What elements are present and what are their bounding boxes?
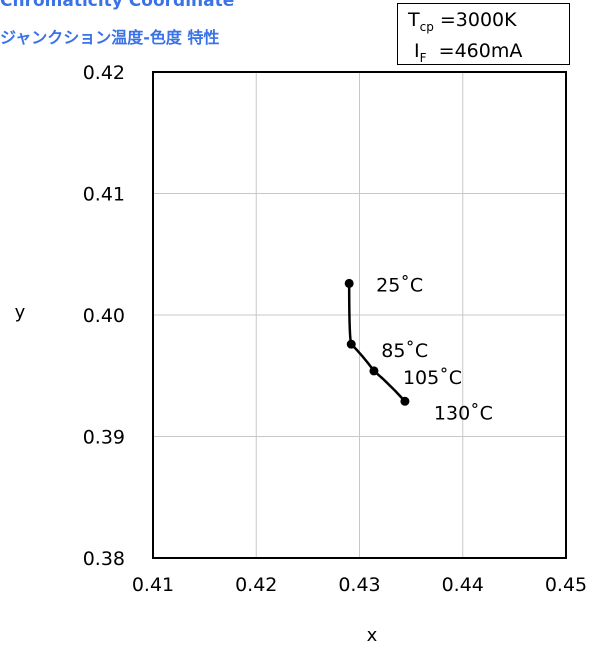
data-point [369,366,379,376]
chart-title: Chromaticity Coordinate [0,0,235,11]
x-tick-label: 0.44 [442,574,484,596]
if-value: =460mA [438,39,523,62]
grid-lines [153,72,566,558]
y-axis-label: y [15,302,26,323]
data-point [344,278,354,288]
tcp-value: =3000K [439,9,517,31]
tcp-condition: Tcp =3000K [408,8,569,39]
x-axis-ticks: 0.41 0.42 0.43 0.44 0.45 [132,574,587,596]
plot-area [152,71,567,559]
chart-subtitle: ジャンクション温度-色度 特性 [0,28,220,47]
x-tick-label: 0.42 [235,574,277,596]
point-label: 130˚C [434,402,493,424]
if-condition: IF =460mA [408,39,569,70]
tcp-symbol: T [408,9,420,31]
if-subscript: F [419,50,427,65]
tcp-subscript: cp [419,19,434,34]
point-label: 25˚C [376,274,423,296]
x-axis-label: x [367,625,378,646]
y-axis-ticks: 0.38 0.39 0.40 0.41 0.42 [83,62,125,570]
y-tick-label: 0.39 [83,427,125,449]
x-tick-label: 0.43 [338,574,380,596]
series-line [347,283,406,403]
point-label: 85˚C [381,340,428,362]
x-tick-label: 0.41 [132,574,174,596]
series-group: 25˚C 85˚C 105˚C 130˚C [344,274,493,424]
if-symbol: I [414,39,420,62]
data-point [346,339,356,349]
conditions-box: Tcp =3000K IF =460mA [397,3,570,65]
data-point [400,396,410,406]
y-tick-label: 0.42 [83,62,125,84]
y-tick-label: 0.38 [83,548,125,570]
y-tick-label: 0.40 [83,305,125,327]
y-tick-label: 0.41 [83,184,125,206]
point-label: 105˚C [403,367,462,389]
x-tick-label: 0.45 [545,574,587,596]
